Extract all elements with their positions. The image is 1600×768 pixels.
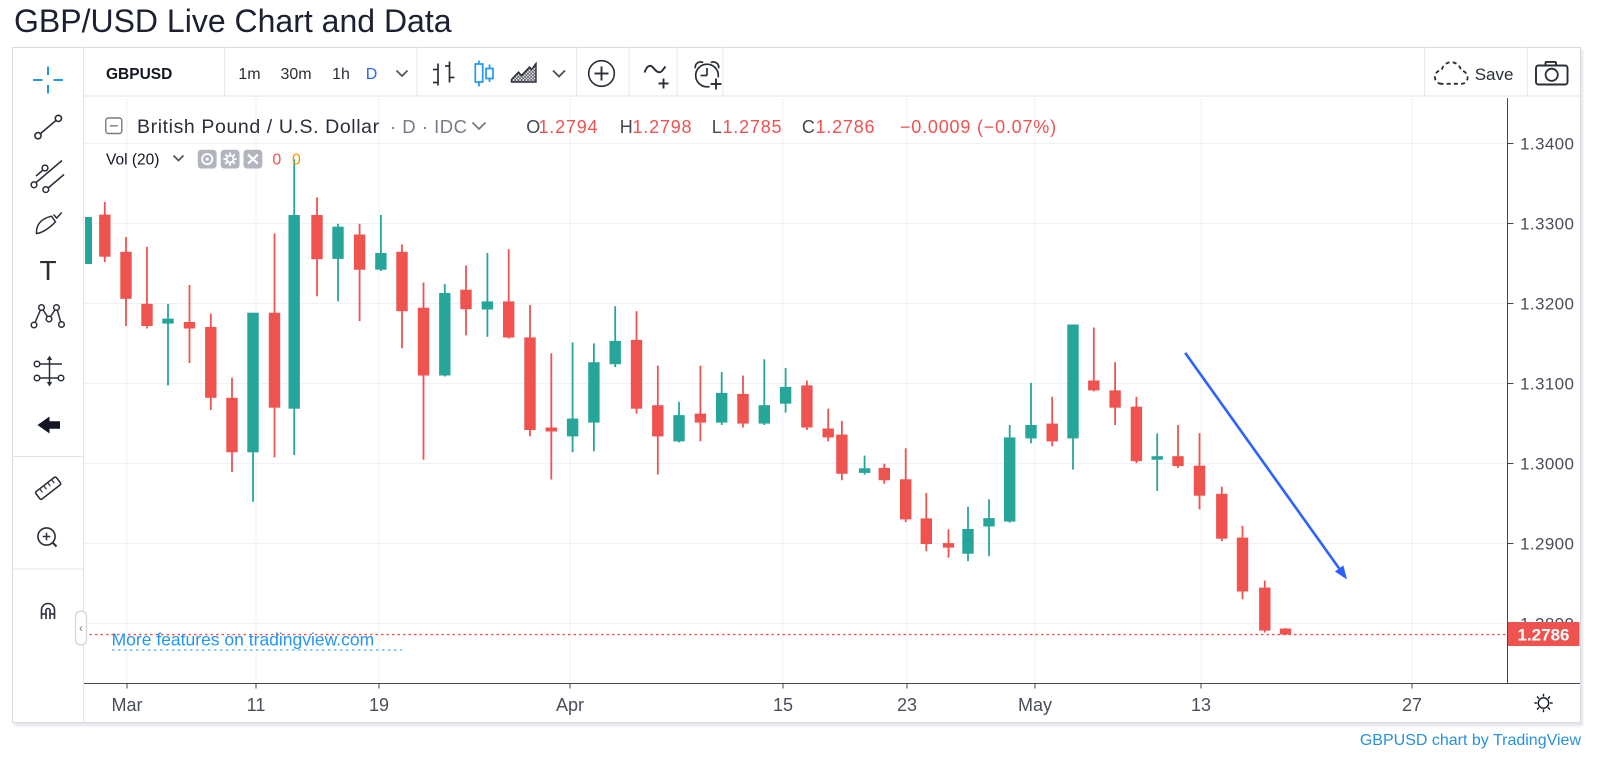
svg-text:T: T [39,255,56,286]
svg-text:1.2786: 1.2786 [1518,626,1570,645]
svg-text:13: 13 [1191,695,1211,715]
svg-text:Save: Save [1475,65,1514,84]
svg-text:D: D [366,66,378,83]
svg-text:23: 23 [897,695,917,715]
svg-text:15: 15 [773,695,793,715]
svg-text:C: C [802,117,816,137]
svg-text:1.2900: 1.2900 [1520,535,1574,554]
svg-text:Vol (20): Vol (20) [106,152,159,169]
svg-text:11: 11 [247,695,266,715]
svg-text:GBPUSD: GBPUSD [106,66,172,83]
svg-text:1.2798: 1.2798 [633,117,693,137]
svg-text:British Pound / U.S. Dollar: British Pound / U.S. Dollar [137,116,380,138]
svg-text:0: 0 [272,152,281,169]
svg-text:1h: 1h [332,66,350,83]
svg-text:1.2785: 1.2785 [723,117,783,137]
svg-text:O: O [526,117,541,137]
svg-text:L: L [712,117,723,137]
svg-text:19: 19 [369,695,389,715]
svg-text:1.3200: 1.3200 [1520,295,1574,314]
svg-text:‹: ‹ [79,621,83,635]
svg-text:−0.0009 (−0.07%): −0.0009 (−0.07%) [900,117,1057,137]
svg-text:More features on tradingview.c: More features on tradingview.com [112,630,375,650]
svg-text:Apr: Apr [556,695,584,715]
svg-text:1.3400: 1.3400 [1520,135,1574,154]
svg-text:Mar: Mar [112,695,143,715]
svg-text:May: May [1018,695,1052,715]
svg-text:27: 27 [1402,695,1422,715]
svg-text:1.2786: 1.2786 [816,117,876,137]
svg-text:1m: 1m [238,66,260,83]
svg-text:0: 0 [292,152,301,169]
svg-text:1.3300: 1.3300 [1520,215,1574,234]
svg-text:1.3000: 1.3000 [1520,455,1574,474]
svg-text:1.3100: 1.3100 [1520,375,1574,394]
svg-text:H: H [620,117,634,137]
svg-text:1.2794: 1.2794 [539,117,599,137]
svg-text:30m: 30m [280,66,311,83]
svg-text:· D · IDC: · D · IDC [390,116,467,137]
